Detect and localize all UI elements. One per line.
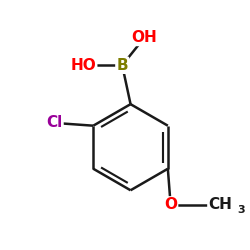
Text: Cl: Cl bbox=[46, 116, 62, 130]
Text: O: O bbox=[164, 197, 177, 212]
Text: 3: 3 bbox=[237, 205, 245, 215]
Text: OH: OH bbox=[132, 30, 157, 45]
Text: B: B bbox=[116, 58, 128, 73]
Text: CH: CH bbox=[208, 197, 232, 212]
Text: HO: HO bbox=[70, 58, 96, 73]
